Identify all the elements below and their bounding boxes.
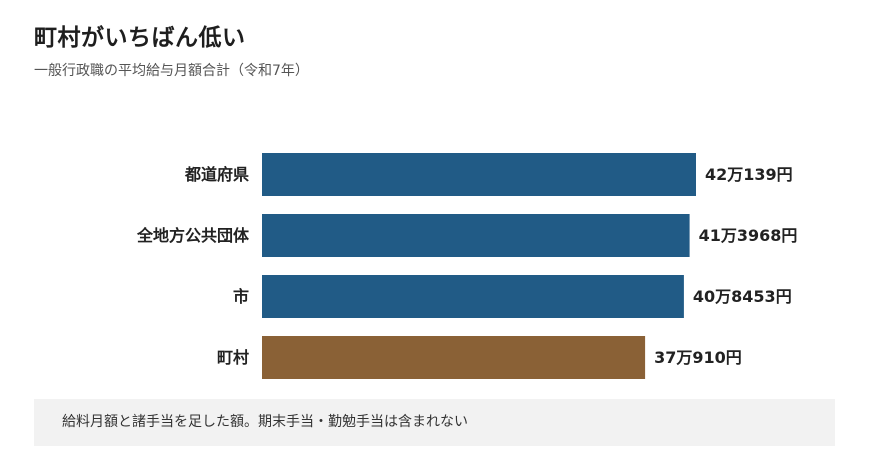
category-label: 市 <box>233 287 249 306</box>
bar <box>262 153 696 196</box>
value-label: 41万3968円 <box>699 226 798 245</box>
category-label: 全地方公共団体 <box>136 226 250 245</box>
chart-subtitle: 一般行政職の平均給与月額合計（令和7年） <box>34 63 309 79</box>
footnote: 給料月額と諸手当を足した額。期末手当・勤勉手当は含まれない <box>34 399 835 446</box>
category-label: 都道府県 <box>184 165 249 184</box>
value-label: 42万139円 <box>705 165 793 184</box>
value-label: 40万8453円 <box>693 287 792 306</box>
chart-title: 町村がいちばん低い <box>34 25 246 51</box>
category-label: 町村 <box>217 348 249 367</box>
value-label: 37万910円 <box>654 348 742 367</box>
bar <box>262 336 646 379</box>
bar <box>262 214 690 257</box>
bar <box>262 275 684 318</box>
